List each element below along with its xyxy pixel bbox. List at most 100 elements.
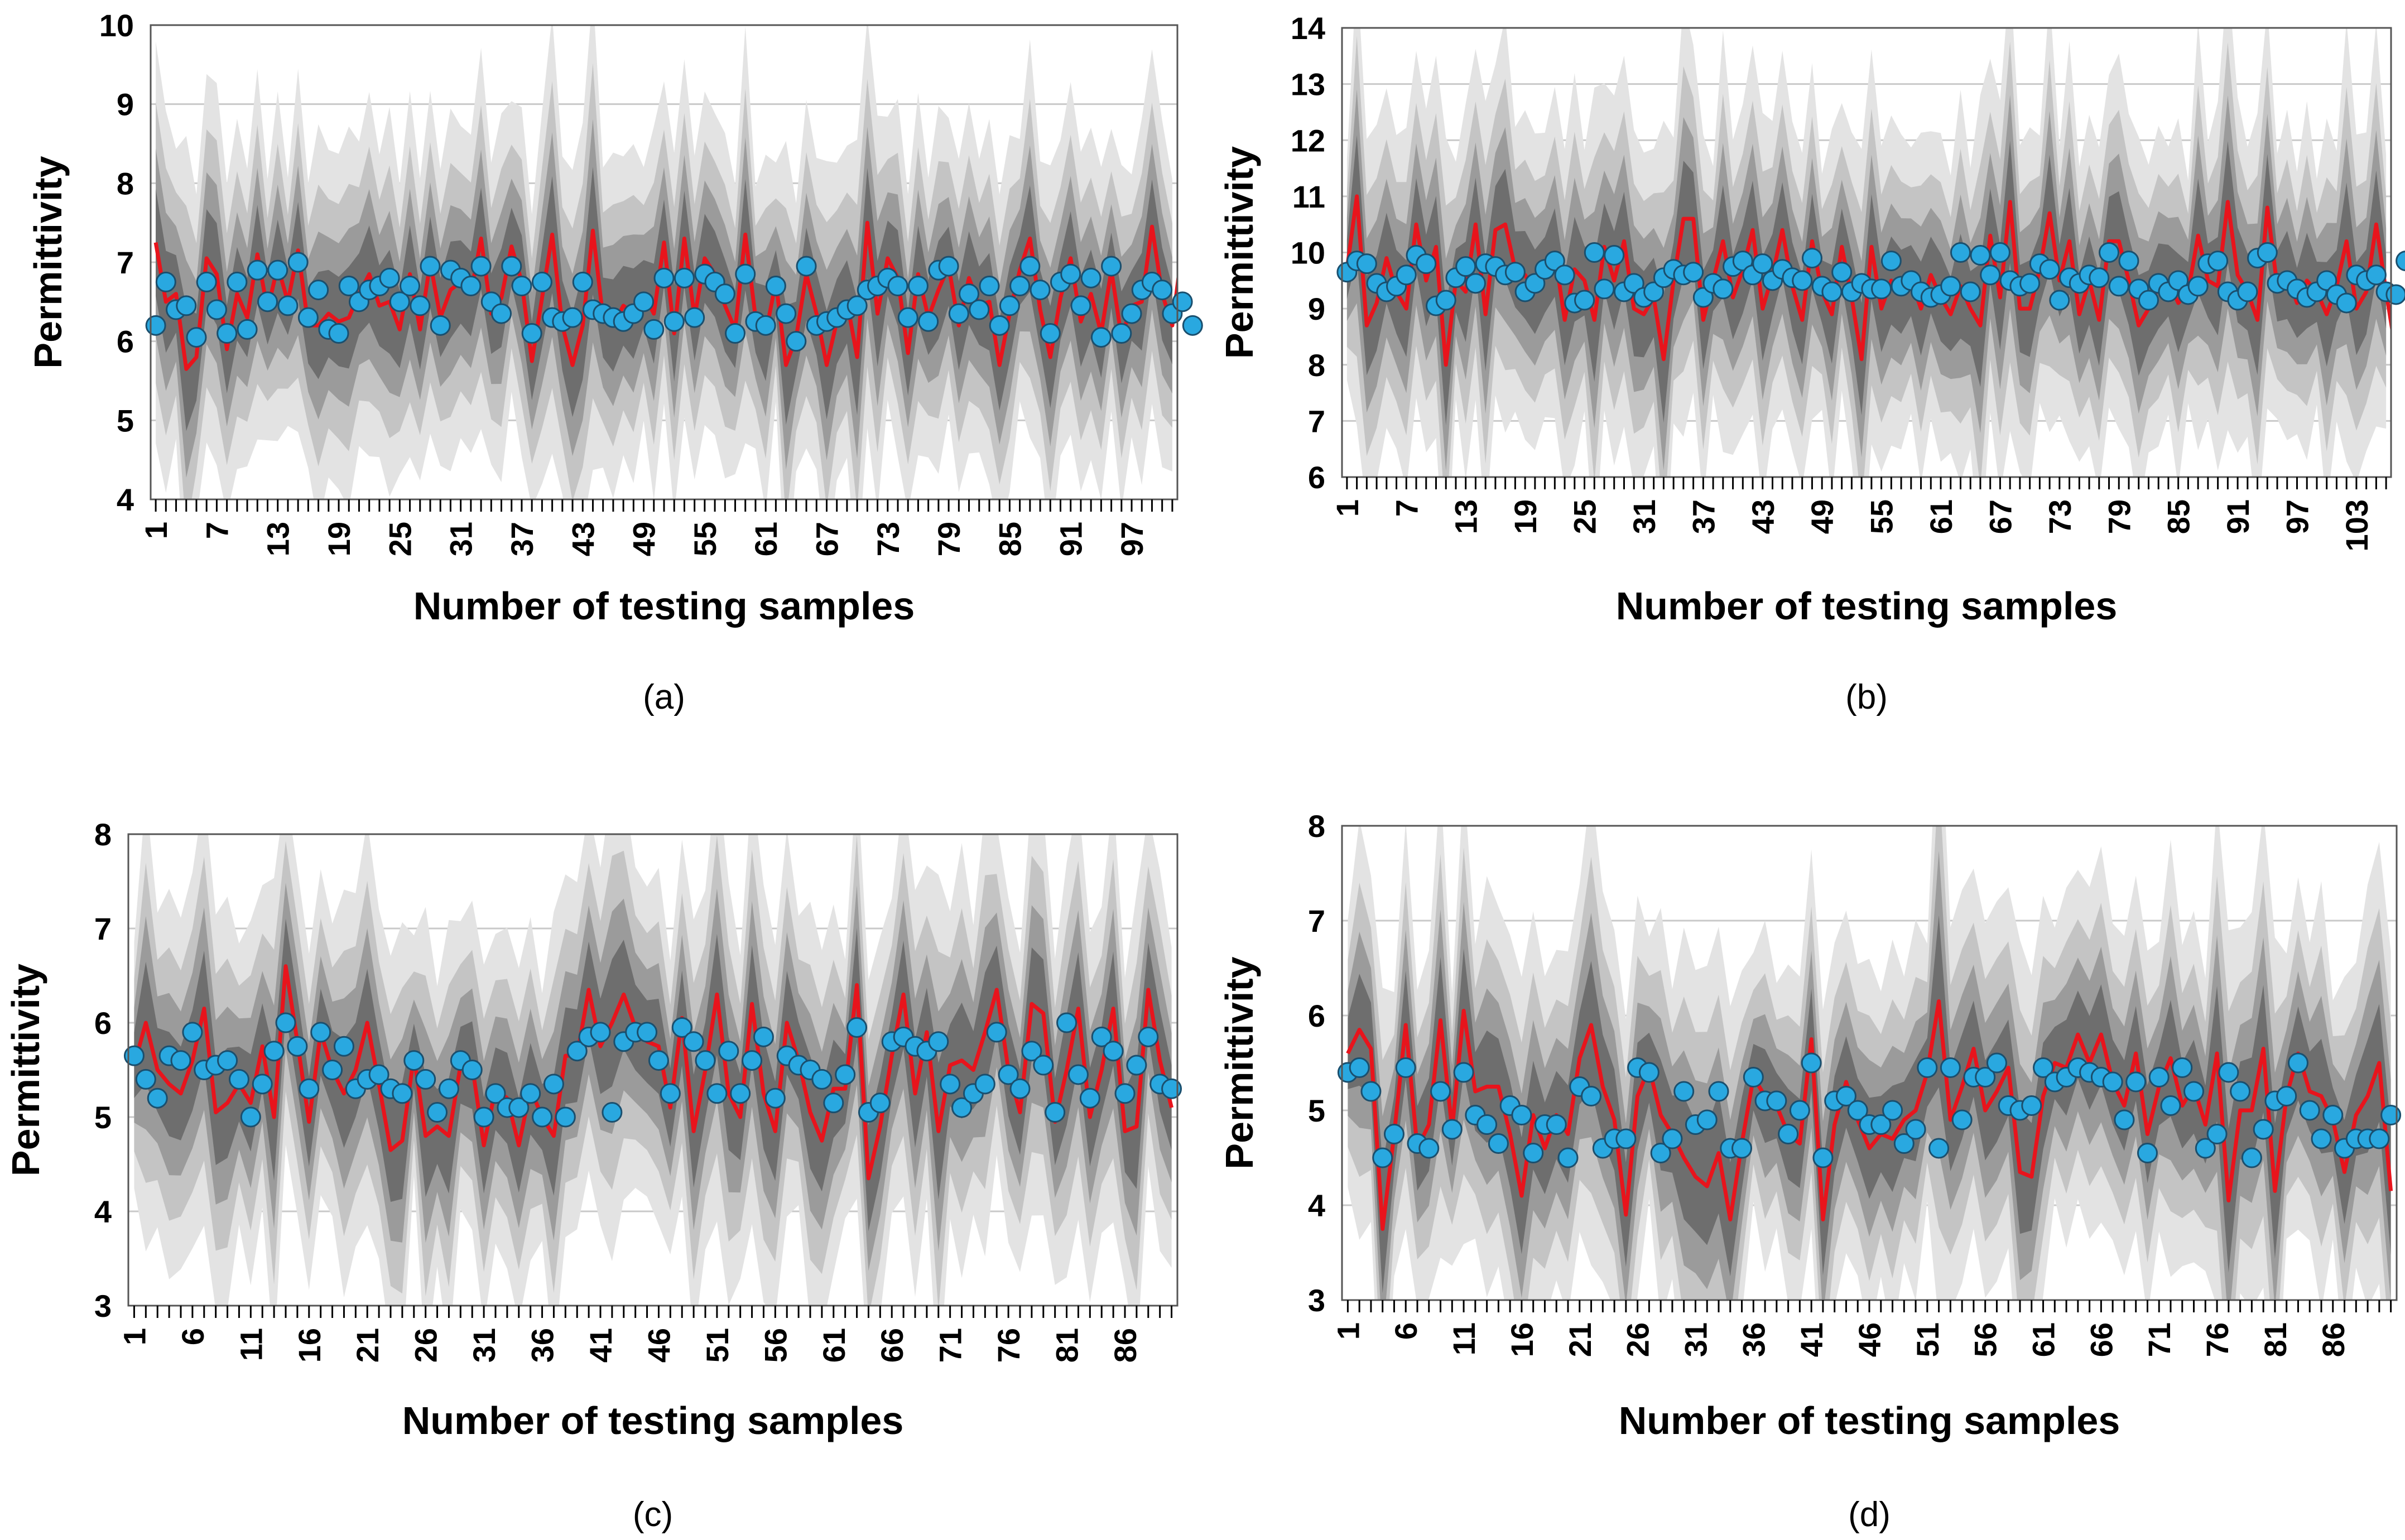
measured-point (145, 315, 166, 336)
x-tick-label: 36 (525, 1328, 560, 1363)
measured-point (1079, 1087, 1100, 1109)
x-tick-label: 51 (1910, 1322, 1945, 1357)
measured-point (1523, 1143, 1544, 1163)
measured-point (520, 1083, 541, 1104)
x-tick-marks (133, 1306, 1173, 1318)
measured-point (948, 303, 969, 324)
x-tick-label: 31 (444, 522, 479, 556)
y-axis-title: Permittivity (1218, 146, 1261, 359)
measured-point (1416, 253, 1437, 275)
x-tick-label: 49 (627, 522, 662, 556)
x-tick-label: 56 (1968, 1322, 2003, 1357)
measured-point (308, 280, 329, 301)
measured-point (714, 283, 735, 305)
x-tick-label: 71 (2142, 1322, 2177, 1357)
x-tick-label: 11 (233, 1328, 268, 1361)
measured-point (2218, 1062, 2239, 1083)
measured-point (1080, 267, 1102, 288)
measured-point (1708, 1081, 1729, 1102)
y-axis-title: Permittivity (4, 964, 47, 1176)
measured-point (2336, 292, 2357, 314)
measured-point (1544, 251, 1565, 272)
x-tick-label: 31 (1678, 1322, 1713, 1357)
measured-point (2172, 1057, 2193, 1078)
measured-point (1101, 256, 1122, 277)
measured-point (633, 291, 655, 312)
measured-point (217, 323, 238, 344)
measured-point (1581, 1086, 1602, 1106)
measured-point (940, 1074, 961, 1095)
measured-point (501, 256, 522, 277)
measured-point (543, 1074, 564, 1095)
measured-point (590, 1022, 611, 1043)
measured-point (1056, 1012, 1078, 1033)
measured-point (1009, 1078, 1031, 1099)
measured-point (1356, 253, 1377, 275)
measured-point (2276, 1086, 2297, 1106)
measured-point (959, 283, 980, 305)
x-tick-label: 46 (1852, 1322, 1887, 1357)
measured-point (2369, 1128, 2390, 1149)
measured-point (247, 259, 268, 281)
measured-point (257, 291, 278, 312)
y-axis-title: Permittivity (1218, 956, 1261, 1169)
x-tick-label: 67 (1983, 499, 2018, 534)
measured-point (263, 1041, 285, 1062)
measured-point (1928, 1138, 1950, 1159)
measured-point (660, 1083, 681, 1104)
x-tick-label: 55 (687, 522, 723, 556)
x-tick-label: 97 (1114, 522, 1149, 556)
measured-point (1126, 1055, 1147, 1076)
measured-point (887, 276, 908, 296)
measured-point (2316, 270, 2337, 291)
panel-caption: (c) (633, 1495, 673, 1534)
x-tick-marks (1346, 1300, 2392, 1312)
x-tick-label: 71 (933, 1328, 968, 1363)
measured-point (1030, 280, 1051, 301)
measured-point (1821, 281, 1843, 302)
measured-point (2125, 1071, 2147, 1093)
panel-caption: (d) (1848, 1495, 1891, 1534)
measured-point (297, 307, 319, 328)
measured-point (1752, 253, 1773, 275)
measured-point (1360, 1081, 1382, 1102)
x-tick-label: 11 (1446, 1322, 1482, 1355)
measured-point (147, 1087, 168, 1109)
x-tick-label: 55 (1864, 499, 1899, 534)
measured-point (765, 276, 786, 296)
measured-point (1812, 1147, 1834, 1168)
x-tick-label: 66 (2084, 1322, 2119, 1357)
measured-point (237, 319, 258, 340)
x-tick-label: 81 (1050, 1328, 1085, 1363)
measured-point (1396, 264, 1417, 286)
measured-point (1554, 264, 1575, 286)
x-tick-label: 13 (261, 522, 296, 556)
measured-point (1091, 1026, 1112, 1047)
measured-point (196, 271, 217, 292)
measured-point (2195, 1138, 2216, 1159)
measured-point (1683, 262, 1704, 283)
y-tick-label: 10 (1291, 235, 1325, 271)
measured-point (1917, 1057, 1938, 1078)
measured-point (1103, 1041, 1124, 1062)
x-tick-label: 25 (382, 522, 417, 556)
y-tick-label: 7 (94, 911, 112, 946)
measured-point (1430, 1081, 1451, 1102)
measured-point (1638, 1062, 1660, 1083)
x-tick-label: 73 (2042, 499, 2077, 534)
measured-point (938, 256, 959, 277)
x-tick-label: 85 (2161, 499, 2196, 534)
measured-point (2380, 1105, 2402, 1125)
x-tick-label: 41 (1794, 1322, 1829, 1357)
measured-point (730, 1083, 751, 1104)
measured-point (1743, 1067, 1764, 1087)
measured-point (999, 295, 1020, 316)
band-core (1348, 915, 2391, 1293)
y-tick-label: 4 (94, 1194, 112, 1229)
measured-point (1009, 276, 1031, 296)
measured-point (796, 256, 817, 277)
x-axis-title: Number of testing samples (402, 1399, 904, 1442)
measured-point (227, 271, 248, 292)
band-core (156, 167, 1172, 431)
measured-point (2311, 1128, 2332, 1149)
